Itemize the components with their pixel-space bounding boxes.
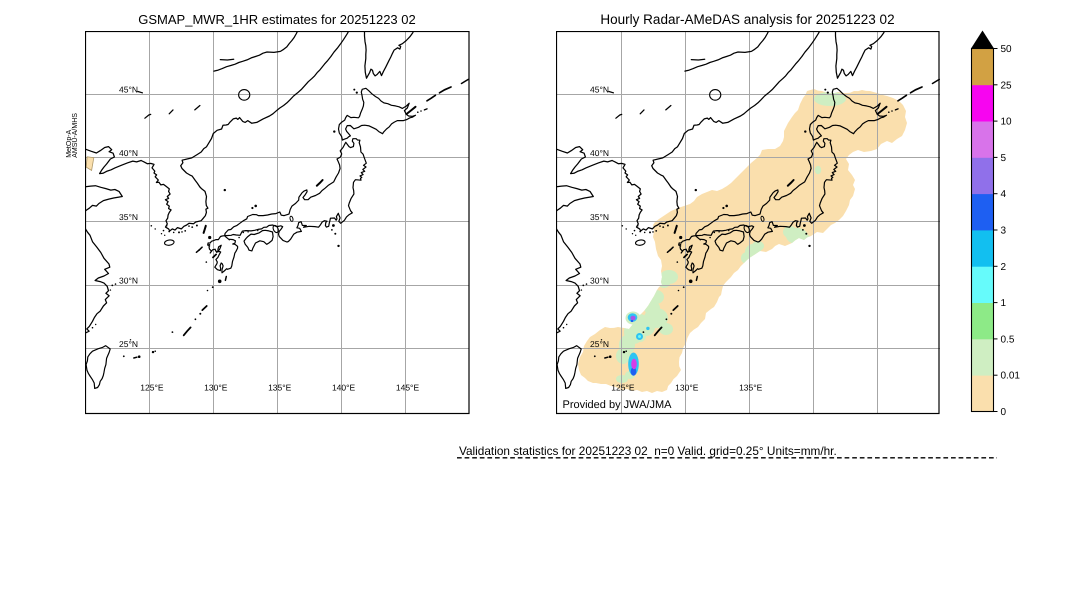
svg-text:40°N: 40°N (119, 148, 138, 158)
svg-text:125°E: 125°E (140, 383, 164, 393)
svg-text:4: 4 (1001, 189, 1007, 200)
svg-text:25°N: 25°N (119, 339, 138, 349)
svg-text:25°N: 25°N (590, 339, 609, 349)
svg-text:145°E: 145°E (396, 383, 420, 393)
svg-text:30°N: 30°N (590, 275, 609, 285)
svg-text:2: 2 (1001, 262, 1007, 273)
svg-text:Provided by JWA/JMA: Provided by JWA/JMA (563, 399, 673, 411)
svg-text:10: 10 (1001, 117, 1013, 128)
svg-text:3: 3 (1001, 226, 1007, 237)
svg-text:35°N: 35°N (119, 212, 138, 222)
svg-text:35°N: 35°N (590, 212, 609, 222)
svg-text:30°N: 30°N (119, 275, 138, 285)
svg-text:125°E: 125°E (611, 383, 635, 393)
svg-text:50: 50 (1001, 44, 1013, 55)
svg-text:130°E: 130°E (675, 383, 699, 393)
svg-text:0.5: 0.5 (1001, 334, 1015, 345)
svg-text:1: 1 (1001, 298, 1007, 309)
svg-text:25: 25 (1001, 80, 1013, 91)
svg-text:0.01: 0.01 (1001, 371, 1021, 382)
svg-text:40°N: 40°N (590, 148, 609, 158)
svg-text:130°E: 130°E (204, 383, 228, 393)
svg-text:135°E: 135°E (268, 383, 292, 393)
svg-text:45°N: 45°N (119, 85, 138, 95)
svg-text:0: 0 (1001, 407, 1007, 418)
svg-text:5: 5 (1001, 153, 1007, 164)
svg-text:45°N: 45°N (590, 85, 609, 95)
svg-text:140°E: 140°E (332, 383, 356, 393)
svg-text:135°E: 135°E (739, 383, 763, 393)
